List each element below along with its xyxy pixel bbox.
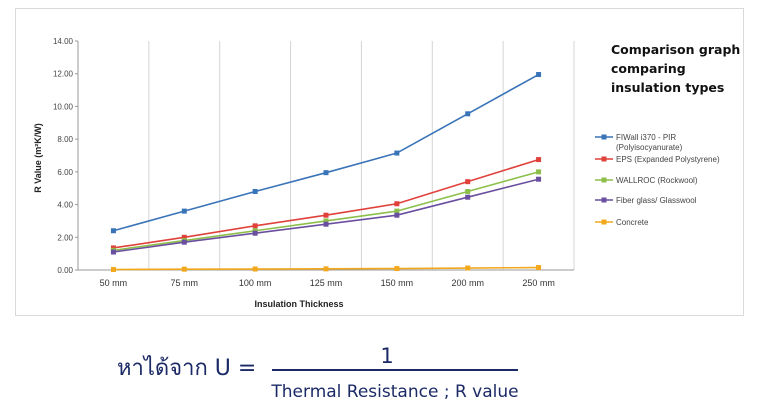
data-point [323,218,329,224]
x-tick-labels: 50 mm 75 mm 100 mm 125 mm 150 mm 200 mm 250 mm [100,278,555,288]
x-axis-title: Insulation Thickness [254,299,343,309]
x-tick-label: 125 mm [310,278,343,288]
y-tick-label: 8.00 [57,135,73,144]
data-point [394,266,400,272]
legend-label: Concrete [616,218,649,227]
data-point [536,169,542,175]
data-point [252,223,258,229]
x-tick-label: 50 mm [100,278,128,288]
data-point [394,212,400,218]
y-tick-label: 10.00 [53,102,74,111]
data-point [110,228,116,234]
data-point [323,212,329,218]
formula-prefix: หาได้จาก U = [117,355,256,381]
data-point [181,234,187,240]
legend-label: Fiber glass/ Glasswool [616,196,697,205]
legend-swatch-marker [601,197,607,203]
data-point [110,249,116,255]
legend-label: EPS (Expanded Polystyrene) [616,155,720,164]
y-tick-labels: 0.00 2.00 4.00 6.00 8.00 10.00 12.00 14.00 [53,37,74,275]
data-point [323,266,329,272]
data-point [536,157,542,163]
data-point [394,208,400,214]
legend-swatch-marker [601,156,607,162]
chart-title: Comparison graph comparing insulation ty… [611,40,751,97]
data-point [323,170,329,176]
y-tick-label: 14.00 [53,37,74,46]
chart-title-line: insulation types [611,80,725,95]
data-point [465,179,471,185]
data-point [181,239,187,245]
legend-label: (Polyisocyanurate) [616,143,683,152]
legend-label: FIWall i370 - PIR [616,133,676,142]
u-value-formula: หาได้จาก U = 1 Thermal Resistance ; R va… [117,344,519,402]
data-point [181,266,187,272]
data-point [252,230,258,236]
legend-label: WALLROC (Rockwool) [616,176,698,185]
data-point [252,188,258,194]
chart-title-line: Comparison graph [611,42,741,57]
data-point [465,194,471,200]
x-tick-label: 250 mm [522,278,555,288]
legend: FIWall i370 - PIR(Polyisocyanurate) EPS (… [595,133,720,227]
legend-swatch-marker [601,134,607,140]
series-line [113,73,539,232]
data-point [394,150,400,156]
data-point [323,221,329,227]
y-tick-label: 6.00 [57,168,73,177]
axes [75,40,574,271]
y-axis-title: R Value (m²K/W) [33,123,43,193]
formula-numerator: 1 [380,344,393,368]
x-tick-label: 75 mm [171,278,199,288]
data-point [465,265,471,271]
data-point [536,72,542,78]
y-tick-label: 4.00 [57,201,73,210]
data-point [465,188,471,194]
x-tick-label: 100 mm [239,278,272,288]
chart-frame: 0.00 2.00 4.00 6.00 8.00 10.00 12.00 14.00 50 m… [15,8,744,316]
y-tick-label: 0.00 [57,266,73,275]
x-tick-label: 150 mm [381,278,414,288]
y-tick-label: 12.00 [53,70,74,79]
data-point [536,265,542,271]
data-point [465,111,471,117]
data-point [110,267,116,273]
series-lines [110,72,542,273]
x-tick-label: 200 mm [451,278,484,288]
legend-swatch-marker [601,177,607,183]
gridlines [148,41,575,270]
line-chart: 0.00 2.00 4.00 6.00 8.00 10.00 12.00 14.00 50 m… [33,37,720,309]
chart-title-line: comparing [611,61,686,76]
data-point [536,176,542,182]
data-point [252,266,258,272]
data-point [394,201,400,207]
formula-denominator: Thermal Resistance ; R value [270,382,518,402]
legend-swatch-marker [601,219,607,225]
y-tick-label: 2.00 [57,233,73,242]
data-point [181,208,187,214]
